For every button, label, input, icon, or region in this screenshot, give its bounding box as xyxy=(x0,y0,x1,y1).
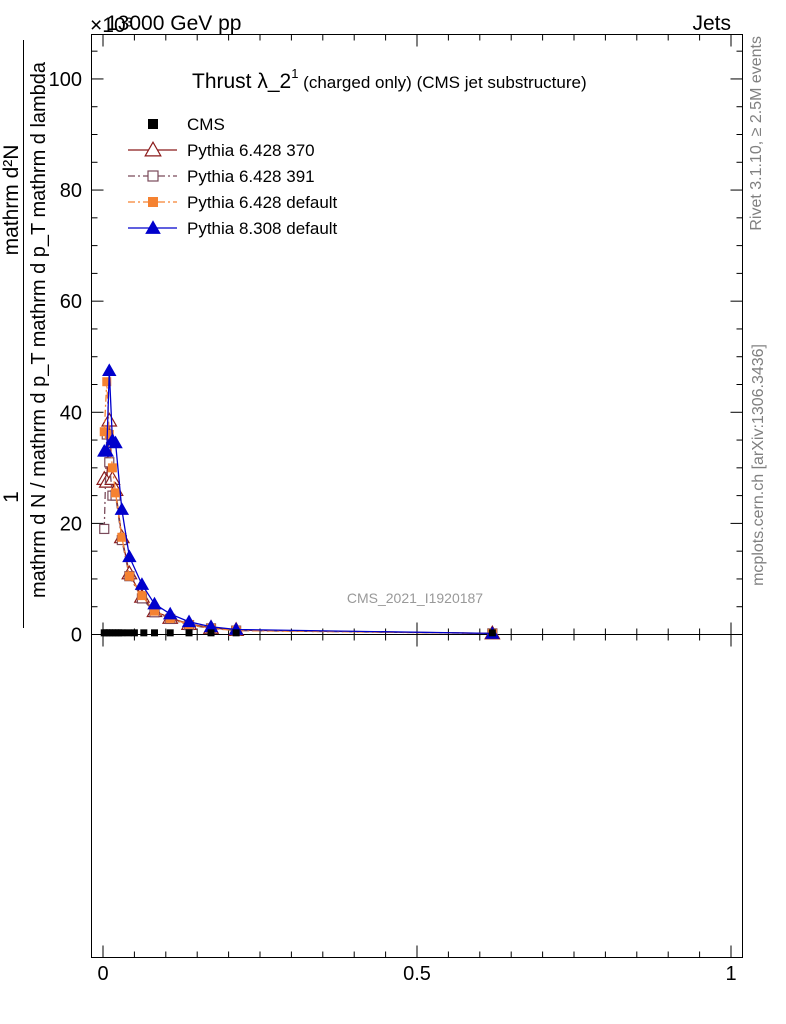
x-tick-labels: 0 0.5 1 xyxy=(97,963,736,985)
series-cms xyxy=(100,629,496,637)
data-point xyxy=(134,577,150,590)
data-point xyxy=(117,532,127,542)
data-point xyxy=(111,488,121,498)
chart-title: Thrust λ_21 (charged only) (CMS jet subs… xyxy=(192,66,587,93)
data-point xyxy=(108,435,123,449)
data-point xyxy=(162,606,178,620)
legend-label: CMS xyxy=(187,115,225,134)
x-tick-label: 1 xyxy=(725,963,736,985)
rivet-label: Rivet 3.1.10, ≥ 2.5M events xyxy=(748,36,765,231)
legend: CMS Pythia 6.428 370 Pythia 6.428 391 Pythi… xyxy=(128,115,338,238)
axis-ticks xyxy=(91,34,743,958)
legend-item: CMS xyxy=(148,115,225,134)
data-point xyxy=(203,619,219,633)
data-point xyxy=(232,629,240,637)
ylabel-num: mathrm d²N xyxy=(0,145,23,256)
data-point xyxy=(122,549,137,563)
data-point xyxy=(99,427,109,437)
data-point xyxy=(149,606,159,616)
y-tick-label: 0 xyxy=(71,625,82,647)
y-tick-label: 100 xyxy=(49,69,82,91)
header-exponent: ×10³ xyxy=(90,14,133,37)
data-point xyxy=(144,140,162,157)
y-tick-label: 80 xyxy=(60,180,82,202)
data-point xyxy=(207,629,215,637)
y-axis-label: 1 mathrm d²N mathrm d N / mathrm d p_T m… xyxy=(0,40,50,628)
legend-label: Pythia 6.428 default xyxy=(187,193,338,212)
data-point xyxy=(137,591,147,601)
series-layer xyxy=(96,363,501,640)
data-point xyxy=(140,629,148,637)
data-point xyxy=(147,170,159,182)
data-point xyxy=(124,571,134,581)
data-point xyxy=(99,523,110,535)
ylabel-den: mathrm d N / mathrm d p_T mathrm d p_T m… xyxy=(28,61,50,598)
data-point xyxy=(148,119,158,129)
legend-item: Pythia 6.428 391 xyxy=(128,167,315,186)
y-tick-label: 20 xyxy=(60,513,82,535)
legend-item: Pythia 6.428 370 xyxy=(128,140,315,160)
data-point xyxy=(130,629,138,637)
data-point xyxy=(124,629,132,637)
data-point xyxy=(181,614,197,628)
ylabel-top: 1 xyxy=(0,491,23,503)
data-point xyxy=(104,430,114,439)
mcplots-label: mcplots.cern.ch [arXiv:1306.3436] xyxy=(750,344,767,586)
data-point xyxy=(488,629,496,637)
y-tick-labels: 0 20 40 60 80 100 xyxy=(49,69,82,647)
legend-label: Pythia 8.308 default xyxy=(187,219,338,238)
x-tick-label: 0.5 xyxy=(403,963,431,985)
y-tick-label: 60 xyxy=(60,291,82,313)
data-point xyxy=(107,463,117,473)
data-point xyxy=(228,622,244,635)
data-point xyxy=(185,629,193,637)
ratio-plot-frame xyxy=(91,634,743,958)
series-line xyxy=(104,370,493,635)
series-pythia-8-308-default xyxy=(97,363,500,639)
legend-label: Pythia 6.428 370 xyxy=(187,141,315,160)
data-point xyxy=(145,220,161,234)
data-point xyxy=(150,629,158,637)
x-tick-label: 0 xyxy=(97,963,108,985)
data-point xyxy=(148,197,158,207)
data-point xyxy=(114,502,130,515)
y-tick-label: 40 xyxy=(60,402,82,424)
data-point xyxy=(147,596,162,610)
data-point xyxy=(118,629,126,637)
header-left: 13000 GeV pp xyxy=(106,12,241,35)
header-right: Jets xyxy=(692,12,731,35)
data-point xyxy=(99,443,114,457)
legend-label: Pythia 6.428 391 xyxy=(187,167,315,186)
data-point xyxy=(166,629,174,637)
legend-item: Pythia 6.428 default xyxy=(128,193,338,212)
title-sub: (charged only) (CMS jet substructure) xyxy=(298,73,586,92)
data-point xyxy=(102,377,112,387)
title-sup: 1 xyxy=(291,66,298,81)
title-main: Thrust λ_2 xyxy=(192,70,291,93)
analysis-watermark: CMS_2021_I1920187 xyxy=(347,590,483,606)
legend-item: Pythia 8.308 default xyxy=(128,219,338,238)
data-point xyxy=(104,470,121,485)
data-point xyxy=(102,363,117,377)
